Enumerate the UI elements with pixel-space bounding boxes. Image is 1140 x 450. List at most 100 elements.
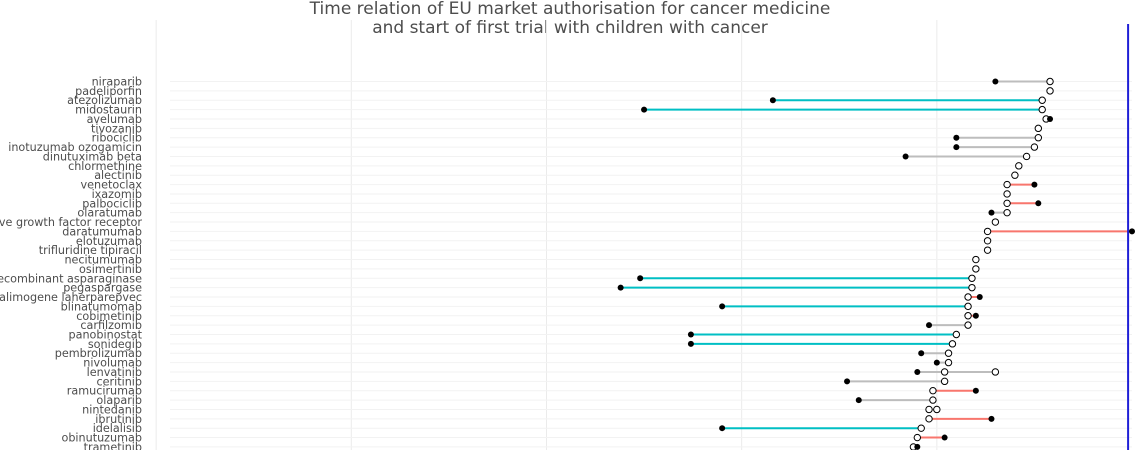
authorisation-point [1038, 105, 1046, 114]
category-label: padeliporfin [75, 85, 142, 98]
category-label: avelumab [87, 113, 142, 126]
authorisation-point [972, 255, 980, 264]
category-label: ribociclib [92, 132, 142, 145]
series-points [617, 77, 1135, 450]
first-trial-point [1047, 115, 1054, 122]
first-trial-point [902, 153, 909, 160]
authorisation-point [1038, 96, 1046, 104]
category-label: pegaspargase [63, 282, 142, 295]
chart-title: Time relation of EU market authorisation… [309, 0, 831, 38]
authorisation-point [1046, 87, 1054, 95]
category-label: ecombinant asparaginase [0, 272, 142, 285]
category-label: midostaurin [75, 104, 142, 117]
category-label: nivolumab [83, 357, 142, 370]
authorisation-point [964, 321, 972, 329]
category-label: chlormethine [68, 160, 142, 173]
first-trial-point [926, 322, 933, 329]
first-trial-point [687, 340, 694, 347]
category-label: niraparib [92, 76, 142, 89]
category-label: carfilzomib [80, 319, 142, 332]
authorisation-point [983, 246, 992, 254]
category-label: trifluridine tipiracil [39, 244, 142, 257]
authorisation-point [940, 368, 949, 376]
category-label: idelalisib [93, 422, 142, 435]
category-label: trametinib [84, 441, 142, 450]
authorisation-point [968, 283, 976, 292]
first-trial-point [972, 312, 979, 319]
authorisation-point [940, 377, 949, 386]
first-trial-point [719, 303, 726, 310]
category-label: blinatumomab [61, 300, 142, 313]
chart-title-line-2: and start of first trial with children w… [372, 18, 768, 38]
category-label: necitumumab [64, 254, 142, 267]
authorisation-point [944, 349, 953, 357]
authorisation-point [983, 237, 992, 245]
authorisation-point [964, 302, 972, 311]
first-trial-point [988, 209, 995, 216]
first-trial-point [641, 106, 648, 113]
authorisation-point [1003, 199, 1011, 208]
category-label: daratumumab [62, 225, 142, 238]
authorisation-point [948, 340, 957, 348]
category-label: ceritinib [96, 375, 142, 388]
authorisation-point [925, 415, 933, 423]
category-label: ve growth factor receptor [0, 216, 142, 229]
authorisation-point [964, 312, 972, 320]
authorisation-point [917, 424, 925, 432]
category-label: sonidegib [88, 338, 142, 351]
authorisation-point [968, 274, 976, 282]
authorisation-point [933, 405, 941, 414]
authorisation-point [964, 293, 972, 301]
authorisation-point [991, 368, 1000, 376]
authorisation-point [1030, 143, 1039, 151]
chart-title-line-1: Time relation of EU market authorisation… [309, 0, 831, 19]
category-label: tivozanib [91, 122, 142, 135]
authorisation-point [1003, 190, 1011, 198]
first-trial-point [914, 443, 921, 450]
first-trial-point [719, 425, 726, 432]
category-label: osimertinib [79, 263, 142, 276]
authorisation-point [1015, 162, 1023, 170]
first-trial-point [972, 387, 979, 394]
category-label: palbociclib [82, 197, 142, 210]
category-label: inotuzumab ozogamicin [8, 141, 142, 154]
first-trial-point [941, 434, 948, 441]
first-trial-point [844, 378, 851, 385]
first-trial-point [1031, 181, 1038, 188]
category-label: dinutuximab beta [43, 150, 142, 163]
first-trial-point [855, 397, 862, 404]
category-label: alectinib [94, 169, 142, 182]
authorisation-point [925, 405, 933, 414]
authorisation-point [952, 330, 961, 339]
first-trial-point [933, 359, 940, 366]
first-trial-point [769, 97, 776, 104]
category-label: venetoclax [81, 179, 143, 192]
authorisation-point [972, 265, 980, 273]
first-trial-point [953, 144, 960, 151]
authorisation-point [913, 433, 922, 442]
series-segments [620, 80, 1132, 448]
category-label: cobimetinib [76, 310, 142, 323]
category-label: panobinostat [69, 328, 143, 341]
authorisation-point [1003, 180, 1011, 189]
first-trial-point [992, 78, 999, 85]
first-trial-point [687, 331, 694, 338]
authorisation-point [1003, 208, 1011, 217]
category-label: pembrolizumab [55, 347, 142, 360]
first-trial-point [914, 368, 921, 375]
authorisation-point [983, 227, 992, 236]
category-label: atezolizumab [67, 94, 142, 107]
grid-layer [155, 20, 1132, 450]
first-trial-point [1129, 228, 1135, 235]
authorisation-point [1034, 124, 1043, 133]
authorisation-point [1011, 171, 1019, 179]
category-label: obinutuzumab [61, 432, 142, 445]
first-trial-point [988, 415, 995, 422]
authorisation-point [1046, 77, 1054, 86]
category-label: alimogene laherparepvec [0, 291, 142, 304]
first-trial-point [617, 284, 624, 291]
authorisation-point [1022, 152, 1031, 161]
category-label: ramucirumab [67, 385, 142, 398]
authorisation-point [1034, 134, 1043, 142]
